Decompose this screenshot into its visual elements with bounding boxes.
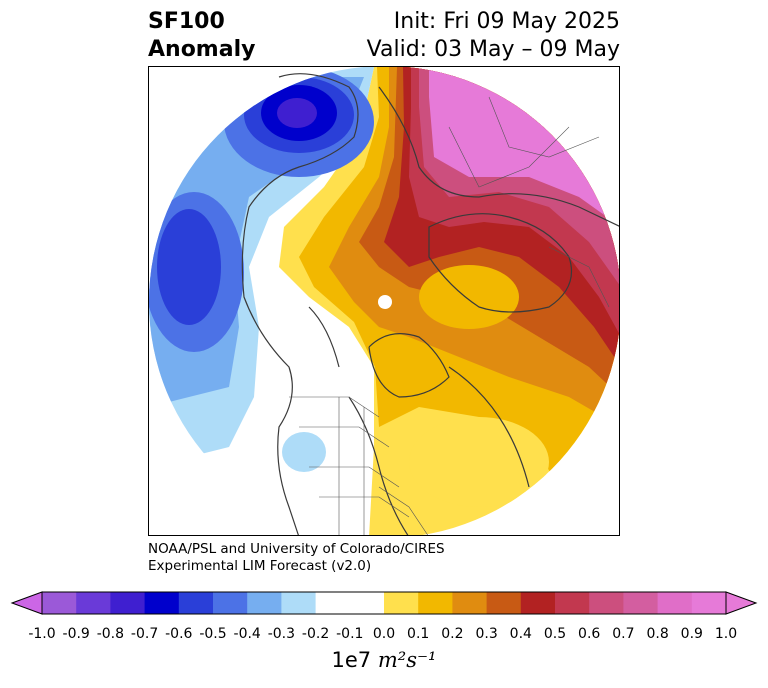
warm-lower-lobe — [409, 417, 549, 507]
anomaly-field — [149, 67, 619, 535]
colorbar-tick-label: 0.7 — [612, 626, 635, 642]
colorbar-ticks: -1.0 -0.9 -0.8 -0.7 -0.6 -0.5 -0.4 -0.3 -0.2 -0.1… — [0, 626, 768, 646]
colorbar-tick-label: -0.5 — [199, 626, 227, 642]
colorbar-cell — [452, 592, 488, 614]
polar-map — [148, 66, 620, 536]
colorbar-tick-label: 0.8 — [646, 626, 669, 642]
colorbar — [10, 591, 758, 615]
colorbar-over-arrow — [725, 591, 758, 615]
colorbar-tick-label: -0.1 — [336, 626, 364, 642]
cold-violet-north — [277, 98, 317, 128]
colorbar-units: 1e7 m²s⁻¹ — [0, 648, 768, 672]
colorbar-tick-label: -0.3 — [267, 626, 296, 642]
colorbar-cell — [247, 592, 282, 614]
colorbar-tick-label: -1.0 — [28, 626, 56, 642]
colorbar-cell — [520, 592, 556, 614]
colorbar-cell — [315, 592, 351, 614]
coastlines — [241, 73, 619, 535]
colorbar-tick-label: -0.7 — [130, 626, 159, 642]
colorbar-tick-label: -0.6 — [165, 626, 193, 642]
colorbar-cell — [384, 592, 419, 614]
title-variable: SF100 — [148, 9, 225, 34]
colorbar-tick-label: -0.9 — [62, 626, 90, 642]
colorbar-outline — [41, 591, 727, 615]
colorbar-tick-label: 0.4 — [509, 626, 532, 642]
colorbar-tick-label: 0.9 — [680, 626, 703, 642]
colorbar-under-arrow — [10, 591, 43, 615]
colorbar-cell — [42, 592, 77, 614]
colorbar-cell — [76, 592, 111, 614]
colorbar-cell — [657, 592, 693, 614]
cold-patch-south — [282, 432, 326, 472]
colorbar-cell — [110, 592, 146, 614]
colorbar-cell — [555, 592, 590, 614]
colorbar-cell — [178, 592, 214, 614]
colorbar-cell — [589, 592, 624, 614]
colorbar-tick-label: -0.8 — [96, 626, 125, 642]
colorbar-tick-label: 0.2 — [441, 626, 464, 642]
colorbar-cell — [623, 592, 659, 614]
colorbar-tick-label: 0.5 — [543, 626, 567, 642]
init-date: Init: Fri 09 May 2025 — [393, 9, 620, 34]
cold-royal-west — [157, 209, 221, 325]
map-title: SF100 Anomaly — [148, 8, 255, 64]
colorbar-tick-label: 0.6 — [578, 626, 601, 642]
map-dates: Init: Fri 09 May 2025 Valid: 03 May – 09… — [367, 8, 620, 64]
warm-center-lobe — [419, 265, 519, 329]
colorbar-tick-label: -0.2 — [301, 626, 330, 642]
country-borders — [289, 96, 610, 535]
colorbar-tick-label: 1.0 — [714, 626, 738, 642]
valid-range: Valid: 03 May – 09 May — [366, 37, 620, 62]
units-prefix: 1e7 — [331, 648, 372, 672]
colorbar-cell — [418, 592, 453, 614]
title-type: Anomaly — [148, 37, 256, 62]
credit-line-2: Experimental LIM Forecast (v2.0) — [148, 558, 372, 574]
colorbar-cell — [144, 592, 180, 614]
colorbar-cell — [486, 592, 522, 614]
colorbar-tick-label: 0.1 — [407, 626, 430, 642]
colorbar-tick-label: 0.3 — [475, 626, 498, 642]
colorbar-cells — [42, 592, 727, 614]
colorbar-tick-label: -0.4 — [233, 626, 261, 642]
units-math: m²s⁻¹ — [377, 648, 437, 672]
colorbar-cell — [691, 592, 727, 614]
colorbar-tick-label: 0.0 — [372, 626, 396, 642]
map-svg — [149, 67, 619, 535]
pole-marker — [378, 295, 392, 309]
credit-line-1: NOAA/PSL and University of Colorado/CIRE… — [148, 541, 445, 557]
colorbar-cell — [213, 592, 248, 614]
colorbar-cell — [349, 592, 385, 614]
colorbar-cell — [281, 592, 317, 614]
data-credit: NOAA/PSL and University of Colorado/CIRE… — [148, 541, 445, 575]
